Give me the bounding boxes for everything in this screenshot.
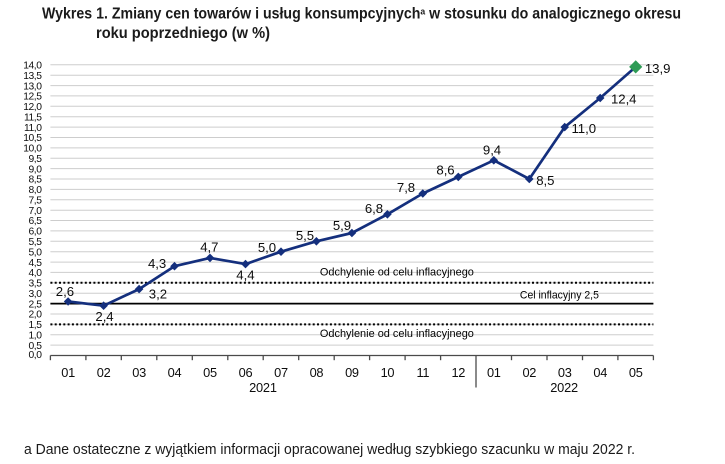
svg-text:13,0: 13,0 [23,81,42,92]
svg-text:13,5: 13,5 [23,71,42,82]
svg-text:12,0: 12,0 [23,102,42,113]
svg-text:11,5: 11,5 [24,112,42,123]
svg-text:5,9: 5,9 [333,218,351,233]
svg-text:02: 02 [97,365,111,380]
svg-text:7,8: 7,8 [397,180,415,195]
svg-text:2,0: 2,0 [29,310,43,321]
svg-text:Wykres 1. Zmiany cen towarów i: Wykres 1. Zmiany cen towarów i usług kon… [42,6,681,23]
svg-text:01: 01 [487,365,501,380]
svg-text:03: 03 [132,365,146,380]
svg-text:9,0: 9,0 [29,164,43,175]
svg-text:0,5: 0,5 [29,341,43,352]
svg-text:7,5: 7,5 [29,196,43,207]
svg-text:Odchylenie od celu inflacyjneg: Odchylenie od celu inflacyjnego [320,267,474,279]
svg-text:08: 08 [310,365,324,380]
svg-text:12,5: 12,5 [23,92,42,103]
svg-text:1,5: 1,5 [29,320,43,331]
svg-text:04: 04 [168,365,182,380]
svg-text:12: 12 [451,365,465,380]
svg-text:6,0: 6,0 [29,227,43,238]
svg-text:8,5: 8,5 [536,173,554,188]
svg-text:3,0: 3,0 [29,289,43,300]
svg-text:a Dane ostateczne z wyjątkiem: a Dane ostateczne z wyjątkiem informacji… [24,442,635,458]
svg-text:5,5: 5,5 [296,228,314,243]
svg-text:8,6: 8,6 [436,163,454,178]
svg-text:12,4: 12,4 [611,92,636,107]
svg-text:2022: 2022 [550,380,578,395]
svg-text:06: 06 [239,365,253,380]
svg-text:10,5: 10,5 [23,133,42,144]
svg-text:11,0: 11,0 [572,121,597,136]
svg-text:Odchylenie od celu inflacyjneg: Odchylenie od celu inflacyjnego [320,328,474,340]
svg-text:2,5: 2,5 [29,299,43,310]
svg-text:4,4: 4,4 [236,268,254,283]
svg-text:5,5: 5,5 [29,237,43,248]
svg-text:1,0: 1,0 [29,330,43,341]
svg-text:3,2: 3,2 [149,287,167,302]
svg-text:2021: 2021 [249,380,277,395]
svg-text:10,0: 10,0 [23,144,42,155]
svg-text:4,0: 4,0 [29,268,43,279]
svg-text:10: 10 [381,365,395,380]
svg-text:roku poprzedniego (w %): roku poprzedniego (w %) [96,25,270,42]
svg-text:3,5: 3,5 [29,279,43,290]
svg-text:8,0: 8,0 [29,185,43,196]
svg-text:04: 04 [593,365,607,380]
svg-text:4,3: 4,3 [148,256,166,271]
svg-text:4,7: 4,7 [200,240,218,255]
svg-text:5,0: 5,0 [29,247,43,258]
svg-text:8,5: 8,5 [29,175,43,186]
svg-text:2,6: 2,6 [56,284,74,299]
svg-text:07: 07 [274,365,288,380]
svg-text:Cel inflacyjny 2,5: Cel inflacyjny 2,5 [520,290,599,302]
svg-text:7,0: 7,0 [29,206,43,217]
svg-text:05: 05 [629,365,643,380]
svg-text:9,5: 9,5 [29,154,43,165]
svg-text:9,4: 9,4 [483,142,501,157]
svg-text:4,5: 4,5 [29,258,43,269]
svg-text:0,0: 0,0 [29,350,43,361]
svg-text:2,4: 2,4 [95,309,113,324]
svg-text:13,9: 13,9 [645,61,670,76]
svg-text:09: 09 [345,365,359,380]
svg-text:02: 02 [522,365,536,380]
svg-text:11,0: 11,0 [24,123,42,134]
svg-text:14,0: 14,0 [23,61,42,72]
svg-text:6,8: 6,8 [365,201,383,216]
svg-text:6,5: 6,5 [29,216,43,227]
svg-text:11: 11 [416,365,429,380]
svg-text:05: 05 [203,365,217,380]
svg-text:5,0: 5,0 [258,240,276,255]
svg-text:01: 01 [61,365,75,380]
svg-text:03: 03 [558,365,572,380]
